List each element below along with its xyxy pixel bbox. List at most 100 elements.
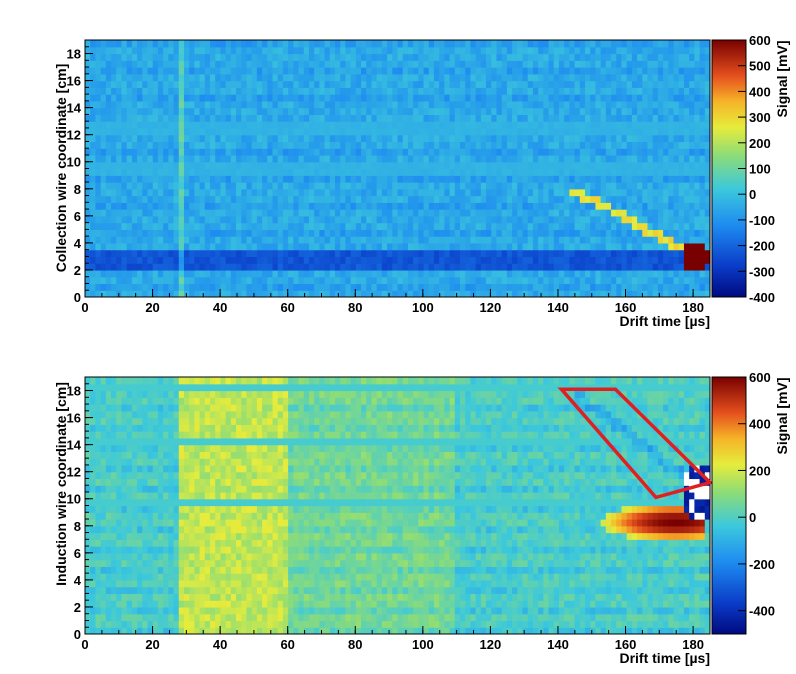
heatmap-cell (272, 229, 279, 237)
heatmap-cell (220, 53, 227, 61)
heatmap-cell (647, 627, 654, 634)
heatmap-cell (183, 263, 190, 271)
heatmap-cell (324, 188, 331, 197)
heatmap-cell (585, 236, 591, 244)
heatmap-cell (262, 236, 268, 244)
heatmap-cell (183, 87, 190, 95)
heatmap-cell (147, 627, 154, 634)
heatmap-cell (460, 87, 466, 95)
heatmap-cell (433, 53, 440, 61)
heatmap-cell (683, 161, 690, 170)
heatmap-cell (121, 67, 128, 75)
heatmap-cell (439, 229, 445, 237)
heatmap-cell (579, 100, 586, 109)
heatmap-cell (335, 269, 341, 278)
heatmap-cell (663, 134, 669, 143)
heatmap-cell (428, 627, 435, 634)
heatmap-cell (611, 127, 617, 136)
heatmap-cell (272, 263, 279, 271)
heatmap-cell (413, 209, 419, 217)
heatmap-cell (678, 620, 685, 628)
heatmap-cell (335, 283, 341, 291)
heatmap-cell (225, 107, 232, 115)
heatmap-cell (157, 53, 164, 61)
heatmap-cell (178, 242, 185, 251)
heatmap-cell (621, 620, 628, 628)
heatmap-cell (668, 127, 675, 136)
heatmap-cell (376, 107, 383, 115)
heatmap-cell (647, 620, 654, 628)
heatmap-cell (189, 80, 195, 88)
heatmap-cell (251, 46, 258, 55)
heatmap-cell (381, 141, 388, 149)
heatmap-cell (444, 249, 451, 258)
heatmap-cell (397, 229, 404, 237)
heatmap-cell (204, 195, 211, 203)
heatmap-cell (142, 114, 149, 122)
heatmap-cell (366, 107, 373, 115)
heatmap-cell (194, 121, 201, 129)
heatmap-cell (631, 148, 638, 156)
heatmap-cell (147, 263, 154, 271)
heatmap-cell (689, 283, 695, 291)
heatmap-cell (236, 290, 242, 297)
heatmap-cell (652, 141, 659, 149)
heatmap-cell (293, 154, 300, 163)
heatmap-cell (480, 94, 487, 102)
heatmap-cell (381, 168, 388, 176)
heatmap-cell (657, 46, 664, 55)
heatmap-cell (262, 73, 268, 82)
heatmap-cell (324, 121, 331, 129)
heatmap-cell (215, 620, 222, 628)
heatmap-cell (663, 53, 669, 61)
heatmap-cell (673, 209, 680, 217)
heatmap-cell (480, 256, 487, 264)
heatmap-cell (407, 276, 414, 285)
heatmap-cell (355, 627, 362, 634)
heatmap-cell (413, 168, 419, 176)
heatmap-cell (527, 209, 534, 217)
heatmap-cell (163, 222, 169, 230)
heatmap-cell (512, 87, 518, 95)
heatmap-cell (553, 229, 560, 237)
heatmap-cell (590, 215, 597, 224)
heatmap-cell (668, 94, 675, 102)
heatmap-cell (147, 40, 154, 48)
heatmap-cell (236, 161, 242, 170)
heatmap-cell (470, 256, 477, 264)
heatmap-cell (449, 127, 456, 136)
heatmap-cell (230, 188, 237, 197)
heatmap-cell (600, 209, 607, 217)
heatmap-cell (637, 141, 643, 149)
heatmap-cell (324, 229, 331, 237)
heatmap-cell (236, 46, 242, 55)
heatmap-cell (282, 40, 289, 48)
heatmap-cell (407, 222, 414, 230)
heatmap-cell (116, 215, 123, 224)
heatmap-cell (111, 168, 117, 176)
heatmap-cell (616, 620, 623, 628)
heatmap-cell (329, 182, 336, 190)
heatmap-cell (506, 53, 513, 61)
heatmap-cell (199, 134, 206, 143)
heatmap-cell (163, 242, 169, 251)
heatmap-cell (137, 195, 143, 203)
heatmap-cell (496, 127, 503, 136)
heatmap-cell (480, 209, 487, 217)
heatmap-cell (460, 154, 466, 163)
heatmap-cell (673, 620, 680, 628)
heatmap-cell (387, 202, 393, 210)
heatmap-cell (683, 249, 690, 258)
heatmap-cell (496, 269, 503, 278)
heatmap-cell (199, 249, 206, 258)
heatmap-cell (137, 620, 143, 628)
heatmap-cell (293, 222, 300, 230)
heatmap-cell (329, 188, 336, 197)
heatmap-cell (600, 620, 607, 628)
heatmap-cell (574, 53, 581, 61)
heatmap-cell (329, 40, 336, 48)
heatmap-cell (611, 215, 617, 224)
x-tick-label: 80 (348, 300, 362, 315)
heatmap-cell (647, 175, 654, 183)
heatmap-cell (433, 94, 440, 102)
